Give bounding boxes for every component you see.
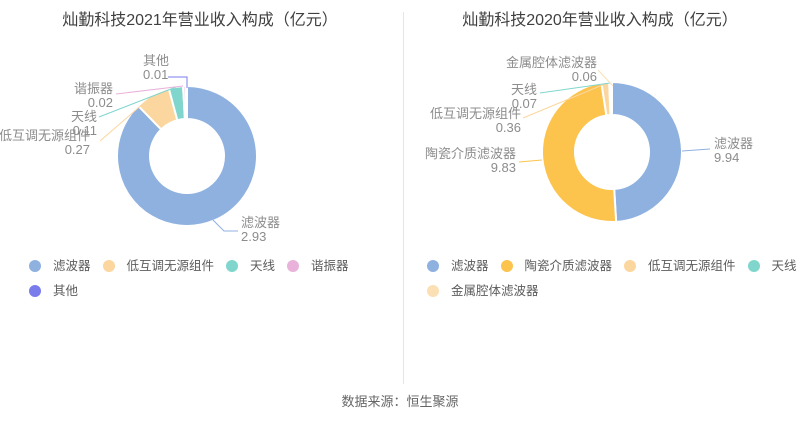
legend-dot-icon (226, 260, 239, 272)
legend-dot-icon (427, 285, 439, 297)
chart-title-2021: 灿勤科技2021年营业收入构成（亿元） (62, 12, 338, 29)
panel-divider (403, 12, 404, 384)
legend-dot-icon (624, 260, 637, 272)
data-source-note: 数据来源：恒生聚源 (341, 394, 459, 409)
label-line (522, 83, 606, 119)
legend-item[interactable]: 陶瓷介质滤波器 (500, 259, 613, 273)
legend-item[interactable]: 滤波器 (427, 259, 489, 273)
legend-label: 天线 (250, 259, 276, 273)
label-line (168, 76, 188, 88)
legend-dot-icon (287, 260, 300, 272)
legend-label: 金属腔体滤波器 (451, 284, 539, 298)
chart-title-2020: 灿勤科技2020年营业收入构成（亿元） (462, 12, 738, 29)
legend-item[interactable]: 金属腔体滤波器 (427, 284, 539, 298)
pie-slice-1-4[interactable] (609, 80, 613, 117)
legend-item[interactable]: 滤波器 (29, 259, 91, 273)
legend-chart-0: 滤波器 低互调无源组件 天线 谐振器其他 (29, 259, 349, 309)
legend-label: 滤波器 (53, 259, 91, 273)
legend-row: 滤波器 低互调无源组件 天线 谐振器 (29, 259, 349, 273)
legend-dot-icon (29, 285, 41, 297)
label-line (518, 159, 543, 163)
label-line (115, 85, 184, 95)
legend-item[interactable]: 天线 (747, 259, 797, 273)
legend-row: 其他 (29, 284, 349, 298)
legend-label: 陶瓷介质滤波器 (524, 259, 613, 273)
legend-label: 低互调无源组件 (648, 259, 736, 273)
label-line (597, 69, 614, 87)
legend-dot-icon (500, 260, 513, 272)
legend-item[interactable]: 其他 (29, 284, 78, 298)
label-line (681, 148, 711, 152)
legend-label: 天线 (771, 259, 797, 273)
label-line (99, 95, 153, 142)
legend-dot-icon (747, 260, 760, 272)
legend-label: 其他 (53, 284, 79, 298)
legend-item[interactable]: 低互调无源组件 (624, 259, 736, 273)
legend-dot-icon (102, 260, 115, 272)
label-line (98, 86, 177, 118)
legend-label: 滤波器 (451, 259, 489, 273)
legend-dot-icon (29, 260, 41, 272)
pie-slice-0-4[interactable] (184, 84, 188, 121)
legend-label: 低互调无源组件 (126, 259, 215, 273)
label-line (539, 82, 611, 94)
label-line (212, 219, 238, 232)
legend-row: 滤波器 陶瓷介质滤波器 低互调无源组件 天线 (427, 259, 797, 273)
legend-dot-icon (427, 260, 439, 272)
legend-item[interactable]: 天线 (226, 259, 275, 273)
legend-item[interactable]: 低互调无源组件 (102, 259, 215, 273)
legend-row: 金属腔体滤波器 (427, 284, 797, 298)
legend-item[interactable]: 谐振器 (287, 259, 349, 273)
legend-label: 谐振器 (311, 259, 349, 273)
legend-chart-1: 滤波器 陶瓷介质滤波器 低互调无源组件 天线金属腔体滤波器 (427, 259, 797, 309)
pie-slice-1-0[interactable] (611, 80, 683, 223)
